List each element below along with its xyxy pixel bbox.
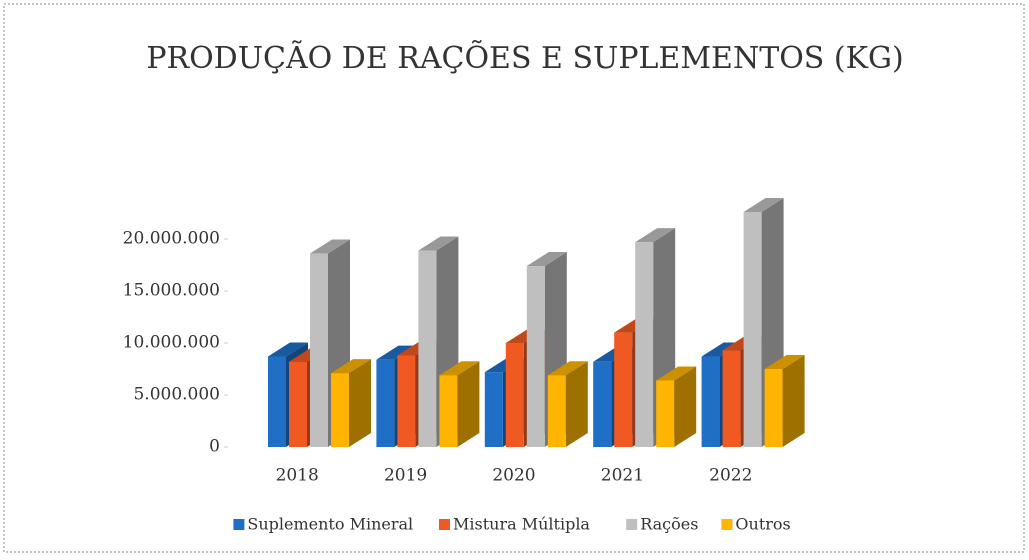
bar-top (268, 342, 308, 357)
bar-top (743, 197, 784, 212)
bar (376, 359, 395, 447)
x-tick-label: 2020 (492, 466, 535, 486)
bar (547, 375, 566, 447)
legend-swatch (233, 519, 245, 530)
bar-side (782, 355, 805, 447)
bar-top (526, 252, 567, 267)
bar-top (376, 345, 417, 360)
bar (268, 356, 286, 447)
bar (505, 343, 524, 447)
bar (593, 361, 612, 447)
x-tick-label: 2018 (276, 466, 319, 486)
bar (526, 266, 545, 447)
bar-top (418, 236, 459, 251)
y-tick-label: 10.000.000 (123, 333, 220, 353)
bar-top (635, 228, 676, 243)
chart-border (3, 3, 1025, 553)
x-tick-label: 2022 (709, 466, 752, 486)
bar (439, 375, 458, 447)
bar-side (674, 366, 697, 447)
bar-side (349, 359, 371, 447)
y-tick-label: 0 (209, 437, 220, 457)
bar (635, 242, 654, 447)
legend-label: Suplemento Mineral (247, 515, 413, 534)
x-tick-label: 2021 (601, 466, 644, 486)
legend-swatch (439, 519, 450, 530)
legend-label: Outros (735, 515, 790, 534)
bar (722, 350, 741, 447)
bar (289, 361, 307, 447)
bar (701, 356, 720, 447)
bar-top (764, 355, 805, 369)
bar (397, 355, 416, 447)
bar-side (457, 361, 480, 447)
y-tick-label: 15.000.000 (123, 281, 220, 301)
bar-side (565, 361, 588, 447)
bar (764, 369, 783, 447)
bar (484, 372, 503, 447)
bar (310, 253, 328, 447)
legend-label: Mistura Múltipla (453, 515, 590, 534)
legend-label: Rações (640, 515, 698, 534)
chart-title: PRODUÇÃO DE RAÇÕES E SUPLEMENTOS (KG) (146, 40, 903, 76)
bar-top (331, 359, 371, 374)
bar-top (439, 361, 480, 376)
bar-top (547, 361, 588, 376)
bar (418, 250, 437, 447)
bar (656, 380, 675, 447)
y-tick-label: 5.000.000 (133, 385, 220, 405)
bar (743, 211, 762, 447)
bar (331, 373, 349, 447)
bar-top (656, 366, 697, 381)
bar-top (310, 239, 350, 254)
bar (614, 332, 633, 447)
legend-swatch (626, 519, 638, 530)
x-tick-label: 2019 (384, 466, 427, 486)
y-tick-label: 20.000.000 (123, 229, 220, 249)
legend-swatch (721, 519, 733, 530)
